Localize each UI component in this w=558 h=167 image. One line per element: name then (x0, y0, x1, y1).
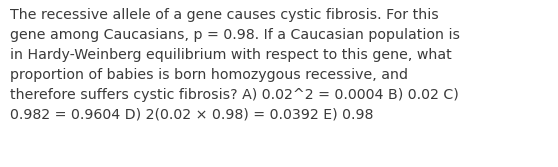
Text: The recessive allele of a gene causes cystic fibrosis. For this
gene among Cauca: The recessive allele of a gene causes cy… (10, 8, 460, 122)
